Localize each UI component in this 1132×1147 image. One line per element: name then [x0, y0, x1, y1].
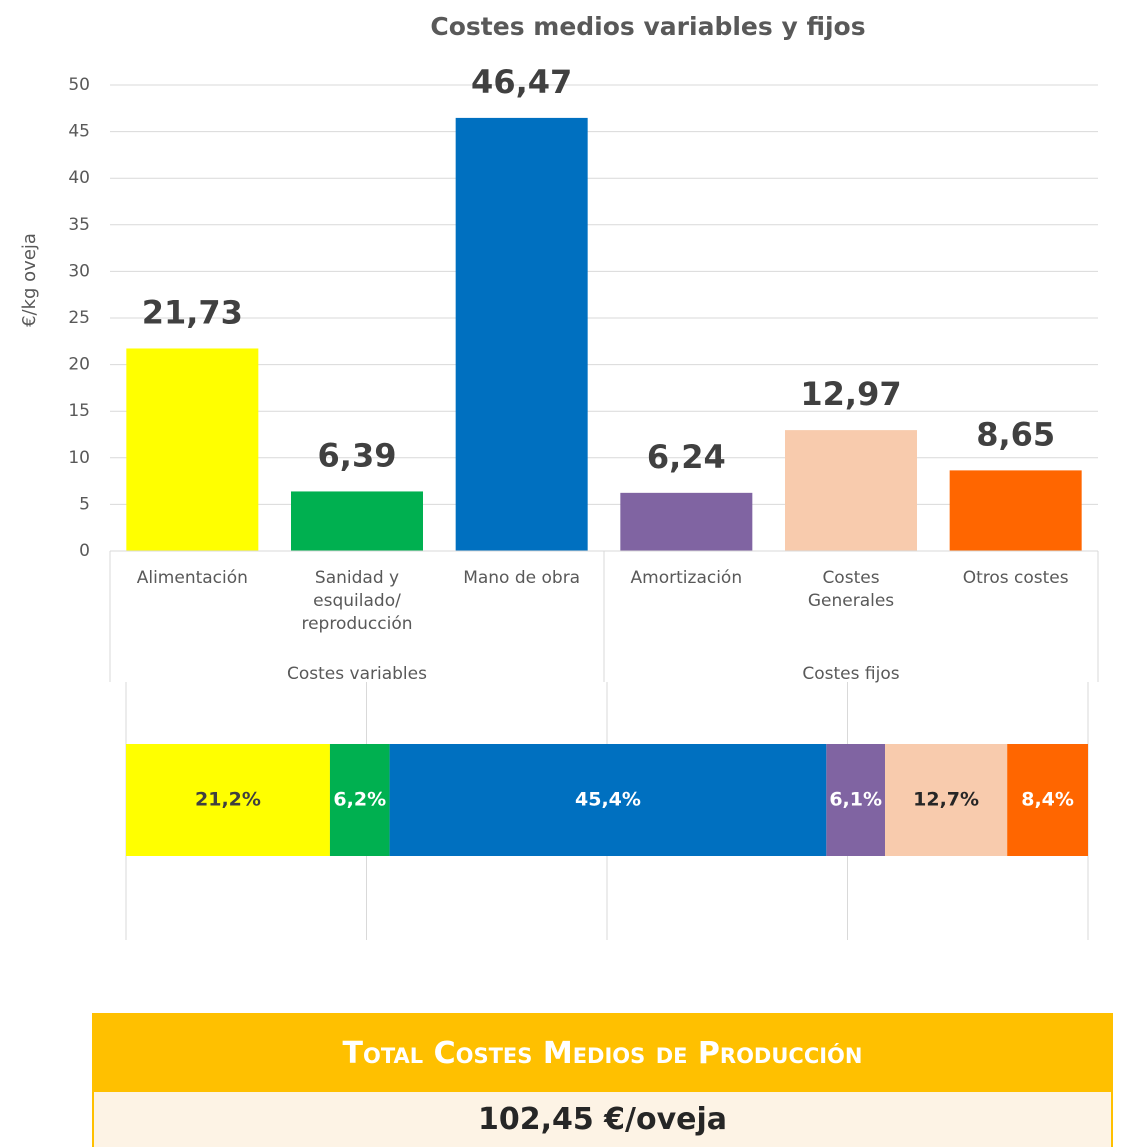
data-label: 6,24	[647, 438, 726, 476]
bar-segment	[329, 744, 390, 856]
y-tick-label: 10	[68, 448, 90, 468]
y-tick-label: 5	[79, 494, 90, 514]
y-tick-label: 0	[79, 541, 90, 561]
group-label: Costes variables	[287, 664, 427, 684]
bar-segment	[885, 744, 1008, 856]
y-tick-label: 50	[68, 75, 90, 95]
summary-title: Total Costes Medios de Producción	[94, 1015, 1111, 1092]
bar-segment	[1007, 744, 1088, 856]
chart-title: Costes medios variables y fijos	[430, 12, 865, 41]
data-label: 8,65	[976, 415, 1055, 453]
x-tick-label: Sanidad y esquilado/ reproducción	[301, 568, 413, 634]
group-label: Costes fijos	[802, 664, 899, 684]
bar-segment	[126, 744, 330, 856]
x-tick-label: Otros costes	[962, 568, 1069, 588]
x-tick-label: Alimentación	[136, 568, 248, 588]
x-tick-label: Costes Generales	[807, 568, 895, 611]
x-tick-label: Mano de obra	[463, 568, 581, 588]
data-label: 12,97	[800, 375, 901, 413]
bar-segment	[389, 744, 827, 856]
y-tick-label: 20	[68, 355, 90, 375]
summary-value: 102,45 €/oveja	[94, 1092, 1111, 1147]
bar	[949, 470, 1082, 551]
y-tick-label: 15	[68, 401, 90, 421]
data-label: 21,2%	[195, 789, 261, 811]
data-label: 8,4%	[1021, 789, 1074, 811]
summary-box: Total Costes Medios de Producción 102,45…	[92, 1013, 1113, 1147]
data-label: 46,47	[471, 63, 572, 101]
bar	[455, 117, 588, 551]
bar	[126, 348, 259, 551]
y-tick-label: 45	[68, 122, 90, 142]
data-label: 6,1%	[829, 789, 882, 811]
bar	[291, 491, 423, 551]
y-tick-label: 40	[68, 168, 90, 188]
data-label: 45,4%	[575, 789, 641, 811]
bar	[785, 430, 917, 551]
y-axis-label: €/kg oveja	[19, 233, 40, 327]
data-label: 6,2%	[333, 789, 386, 811]
data-label: 21,73	[142, 293, 243, 331]
y-tick-label: 25	[68, 308, 90, 328]
data-label: 6,39	[318, 436, 397, 474]
x-tick-label: Amortización	[630, 568, 743, 588]
bar-segment	[826, 744, 886, 856]
data-label: 12,7%	[913, 789, 979, 811]
y-tick-label: 35	[68, 215, 90, 235]
chart: Costes medios variables y fijos €/kg ove…	[19, 12, 1122, 1098]
y-tick-label: 30	[68, 261, 90, 281]
bar	[620, 492, 753, 551]
